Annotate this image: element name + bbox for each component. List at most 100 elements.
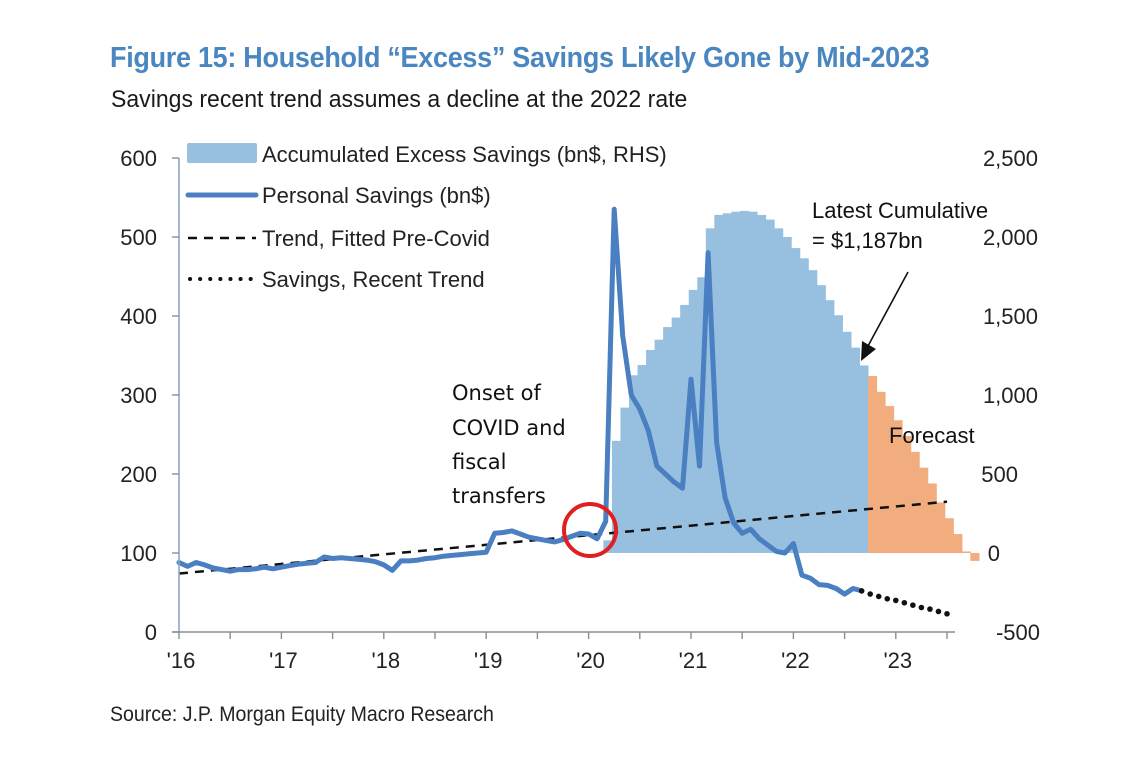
right-y-tick-label: -500 bbox=[996, 620, 1040, 645]
excess-savings-bar bbox=[833, 315, 843, 553]
forecast-bar bbox=[876, 391, 886, 553]
recent-trend-dot bbox=[918, 604, 925, 611]
recent-trend-dot bbox=[858, 588, 865, 594]
excess-savings-bar bbox=[757, 214, 767, 553]
legend-item-personal-savings: Personal Savings (bn$) bbox=[185, 183, 491, 208]
forecast-bar bbox=[910, 451, 920, 553]
excess-savings-bar bbox=[714, 214, 724, 553]
annotation-covid-line: Onset of bbox=[452, 381, 541, 405]
figure-subtitle: Savings recent trend assumes a decline a… bbox=[111, 86, 688, 113]
left-y-tick-label: 500 bbox=[120, 225, 157, 250]
excess-savings-bar bbox=[799, 258, 809, 553]
excess-savings-bar bbox=[705, 228, 715, 553]
annotation-covid-line: fiscal bbox=[452, 450, 506, 474]
left-y-tick-label: 600 bbox=[120, 146, 157, 171]
right-y-tick-labels: -500 0 500 1,000 1,500 2,000 2,500 bbox=[981, 146, 1040, 645]
excess-savings-bar bbox=[808, 270, 818, 553]
recent-trend-dot bbox=[875, 593, 882, 600]
source-note: Source: J.P. Morgan Equity Macro Researc… bbox=[110, 703, 494, 726]
x-tick-label: '21 bbox=[679, 648, 708, 673]
forecast-bar bbox=[944, 518, 954, 553]
right-y-tick-label: 2,500 bbox=[983, 146, 1038, 171]
recent-trend-dot bbox=[893, 597, 899, 604]
x-tick-label: '18 bbox=[371, 648, 400, 673]
legend-label: Trend, Fitted Pre-Covid bbox=[262, 226, 490, 251]
excess-savings-bar bbox=[654, 339, 664, 553]
excess-savings-bar bbox=[859, 365, 869, 553]
annotation-latest-line: = $1,187bn bbox=[812, 228, 923, 253]
excess-savings-bar bbox=[671, 317, 681, 553]
excess-savings-bar bbox=[816, 285, 826, 553]
excess-savings-bar bbox=[620, 407, 630, 553]
right-y-tick-label: 1,500 bbox=[983, 304, 1038, 329]
legend-label: Savings, Recent Trend bbox=[262, 267, 485, 292]
excess-savings-bar bbox=[850, 347, 860, 553]
excess-savings-bars bbox=[603, 210, 869, 554]
covid-onset-circle-marker bbox=[562, 502, 618, 558]
legend-item-recent-trend: Savings, Recent Trend bbox=[188, 267, 485, 292]
annotation-latest-line: Latest Cumulative bbox=[812, 198, 988, 223]
excess-savings-bar bbox=[825, 300, 835, 553]
excess-savings-bar bbox=[629, 375, 639, 553]
right-y-tick-label: 2,000 bbox=[983, 225, 1038, 250]
excess-savings-bar bbox=[663, 327, 673, 553]
x-tick-label: '22 bbox=[781, 648, 810, 673]
annotation-latest: Latest Cumulative = $1,187bn bbox=[812, 198, 988, 361]
legend-item-trend-fitted: Trend, Fitted Pre-Covid bbox=[188, 226, 490, 251]
recent-trend-dots bbox=[858, 588, 950, 617]
excess-savings-bar bbox=[722, 213, 732, 554]
x-tick-label: '23 bbox=[883, 648, 912, 673]
x-tick-label: '16 bbox=[167, 648, 196, 673]
right-y-tick-label: 1,000 bbox=[983, 383, 1038, 408]
left-y-tick-label: 100 bbox=[120, 541, 157, 566]
left-y-tick-label: 400 bbox=[120, 304, 157, 329]
personal-savings-line-group bbox=[176, 206, 865, 597]
recent-trend-dot bbox=[944, 611, 950, 617]
left-y-tick-label: 300 bbox=[120, 383, 157, 408]
recent-trend-dot bbox=[884, 596, 891, 602]
left-y-tick-label: 200 bbox=[120, 462, 157, 487]
excess-savings-bar bbox=[765, 219, 775, 553]
recent-trend-dot bbox=[910, 602, 916, 608]
legend-swatch-bar bbox=[187, 143, 257, 163]
excess-savings-bar bbox=[748, 211, 758, 553]
forecast-bar bbox=[970, 553, 980, 561]
excess-savings-bar bbox=[637, 364, 647, 553]
recent-trend-dot bbox=[901, 599, 908, 606]
excess-savings-bar bbox=[739, 210, 750, 553]
x-tick-label: '20 bbox=[576, 648, 605, 673]
x-tick-label: '17 bbox=[269, 648, 298, 673]
recent-trend-dot bbox=[867, 591, 873, 597]
axes bbox=[172, 157, 955, 639]
excess-savings-bar bbox=[774, 228, 784, 553]
annotation-arrow-shaft bbox=[867, 271, 909, 347]
recent-trend-dot bbox=[927, 606, 933, 612]
right-y-tick-label: 500 bbox=[981, 462, 1018, 487]
x-tick-label: '19 bbox=[474, 648, 503, 673]
forecast-bar bbox=[936, 502, 946, 553]
left-y-tick-label: 0 bbox=[145, 620, 157, 645]
forecast-bar bbox=[885, 406, 895, 553]
forecast-bar bbox=[919, 467, 929, 553]
recent-trend-dot bbox=[935, 608, 942, 615]
left-y-tick-labels: 0 100 200 300 400 500 600 bbox=[120, 146, 157, 645]
figure-title: Figure 15: Household “Excess” Savings Li… bbox=[110, 42, 930, 74]
excess-savings-bar bbox=[731, 211, 741, 553]
annotation-arrow-head-icon bbox=[861, 341, 876, 361]
annotation-covid: Onset of COVID and fiscal transfers bbox=[452, 381, 566, 508]
forecast-bars bbox=[867, 376, 980, 561]
annotation-covid-line: transfers bbox=[452, 484, 546, 508]
legend-item-excess-savings: Accumulated Excess Savings (bn$, RHS) bbox=[187, 142, 667, 167]
forecast-bar bbox=[927, 483, 937, 553]
personal-savings-line bbox=[176, 206, 865, 597]
legend: Accumulated Excess Savings (bn$, RHS) Pe… bbox=[185, 142, 667, 292]
forecast-bar bbox=[902, 436, 912, 553]
excess-savings-bar bbox=[791, 248, 801, 553]
forecast-bar bbox=[867, 376, 878, 553]
x-tick-labels: '16 '17 '18 '19 '20 '21 '22 '23 bbox=[167, 648, 912, 673]
excess-savings-bar bbox=[782, 237, 792, 553]
forecast-bar bbox=[953, 534, 963, 553]
legend-label: Accumulated Excess Savings (bn$, RHS) bbox=[262, 142, 667, 167]
excess-savings-bar bbox=[611, 440, 622, 553]
